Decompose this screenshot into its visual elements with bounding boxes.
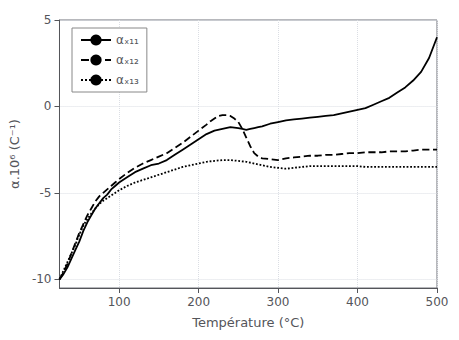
svg-text:αₓ₁₃: αₓ₁₃ xyxy=(116,73,139,87)
svg-text:α.10⁶ (C⁻¹): α.10⁶ (C⁻¹) xyxy=(7,119,22,189)
svg-text:500: 500 xyxy=(426,295,449,309)
svg-text:Température (°C): Température (°C) xyxy=(191,315,304,330)
svg-text:200: 200 xyxy=(187,295,210,309)
svg-text:400: 400 xyxy=(346,295,369,309)
svg-text:0: 0 xyxy=(44,99,52,113)
svg-text:-5: -5 xyxy=(40,186,52,200)
svg-text:αₓ₁₁: αₓ₁₁ xyxy=(116,33,139,47)
svg-text:-10: -10 xyxy=(32,272,52,286)
svg-text:5: 5 xyxy=(44,13,52,27)
svg-text:100: 100 xyxy=(108,295,131,309)
svg-text:αₓ₁₂: αₓ₁₂ xyxy=(116,53,139,67)
svg-text:300: 300 xyxy=(267,295,290,309)
